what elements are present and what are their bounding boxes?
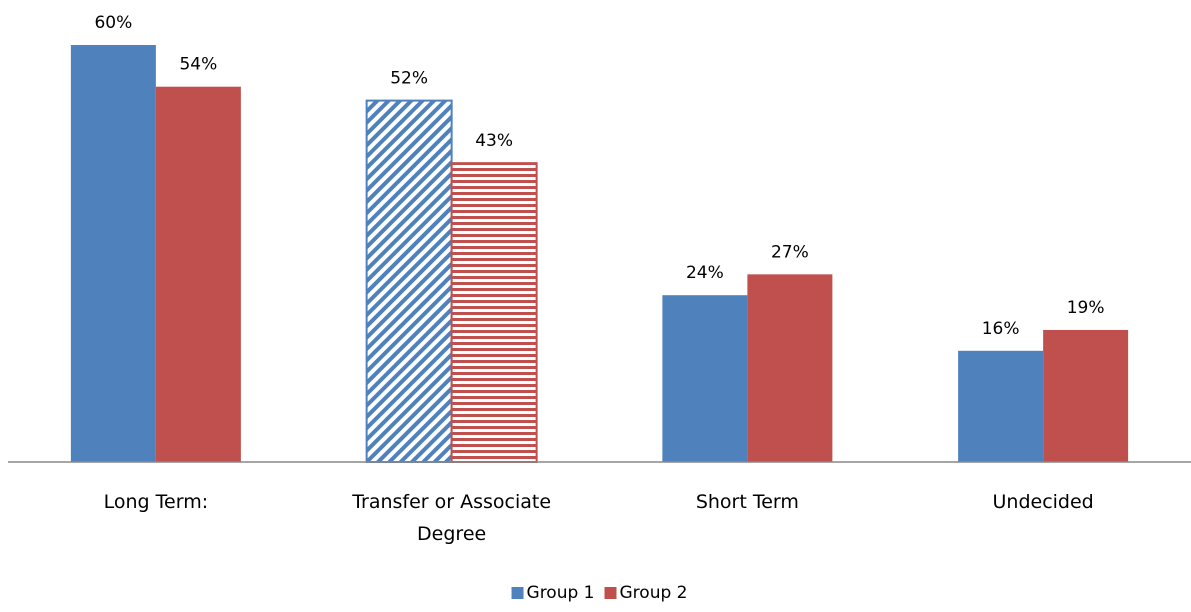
x-tick-label: Undecided <box>992 491 1094 513</box>
data-label: 54% <box>179 55 217 75</box>
data-label: 27% <box>771 242 809 262</box>
data-label: 24% <box>686 263 724 283</box>
bar <box>365 99 453 463</box>
legend-label: Group 2 <box>620 583 688 603</box>
x-tick-label: Long Term: <box>103 491 209 513</box>
data-label: 60% <box>94 13 132 33</box>
bar <box>70 45 156 462</box>
bar <box>155 86 241 462</box>
legend-swatch <box>604 587 617 599</box>
bar <box>450 162 538 463</box>
data-label: 16% <box>982 319 1020 339</box>
bar <box>1043 329 1129 462</box>
legend-swatch <box>511 587 524 599</box>
bar <box>747 274 833 462</box>
bar <box>662 295 748 462</box>
legend-label: Group 1 <box>527 583 595 603</box>
data-label: 19% <box>1067 298 1105 318</box>
data-label: 52% <box>390 69 428 89</box>
x-tick-label: Short Term <box>695 491 799 513</box>
legend: Group 1 Group 2 <box>511 583 688 603</box>
x-tick-label: Transfer or Associate Degree <box>352 491 552 545</box>
data-label: 43% <box>475 131 513 151</box>
bar <box>958 350 1044 462</box>
